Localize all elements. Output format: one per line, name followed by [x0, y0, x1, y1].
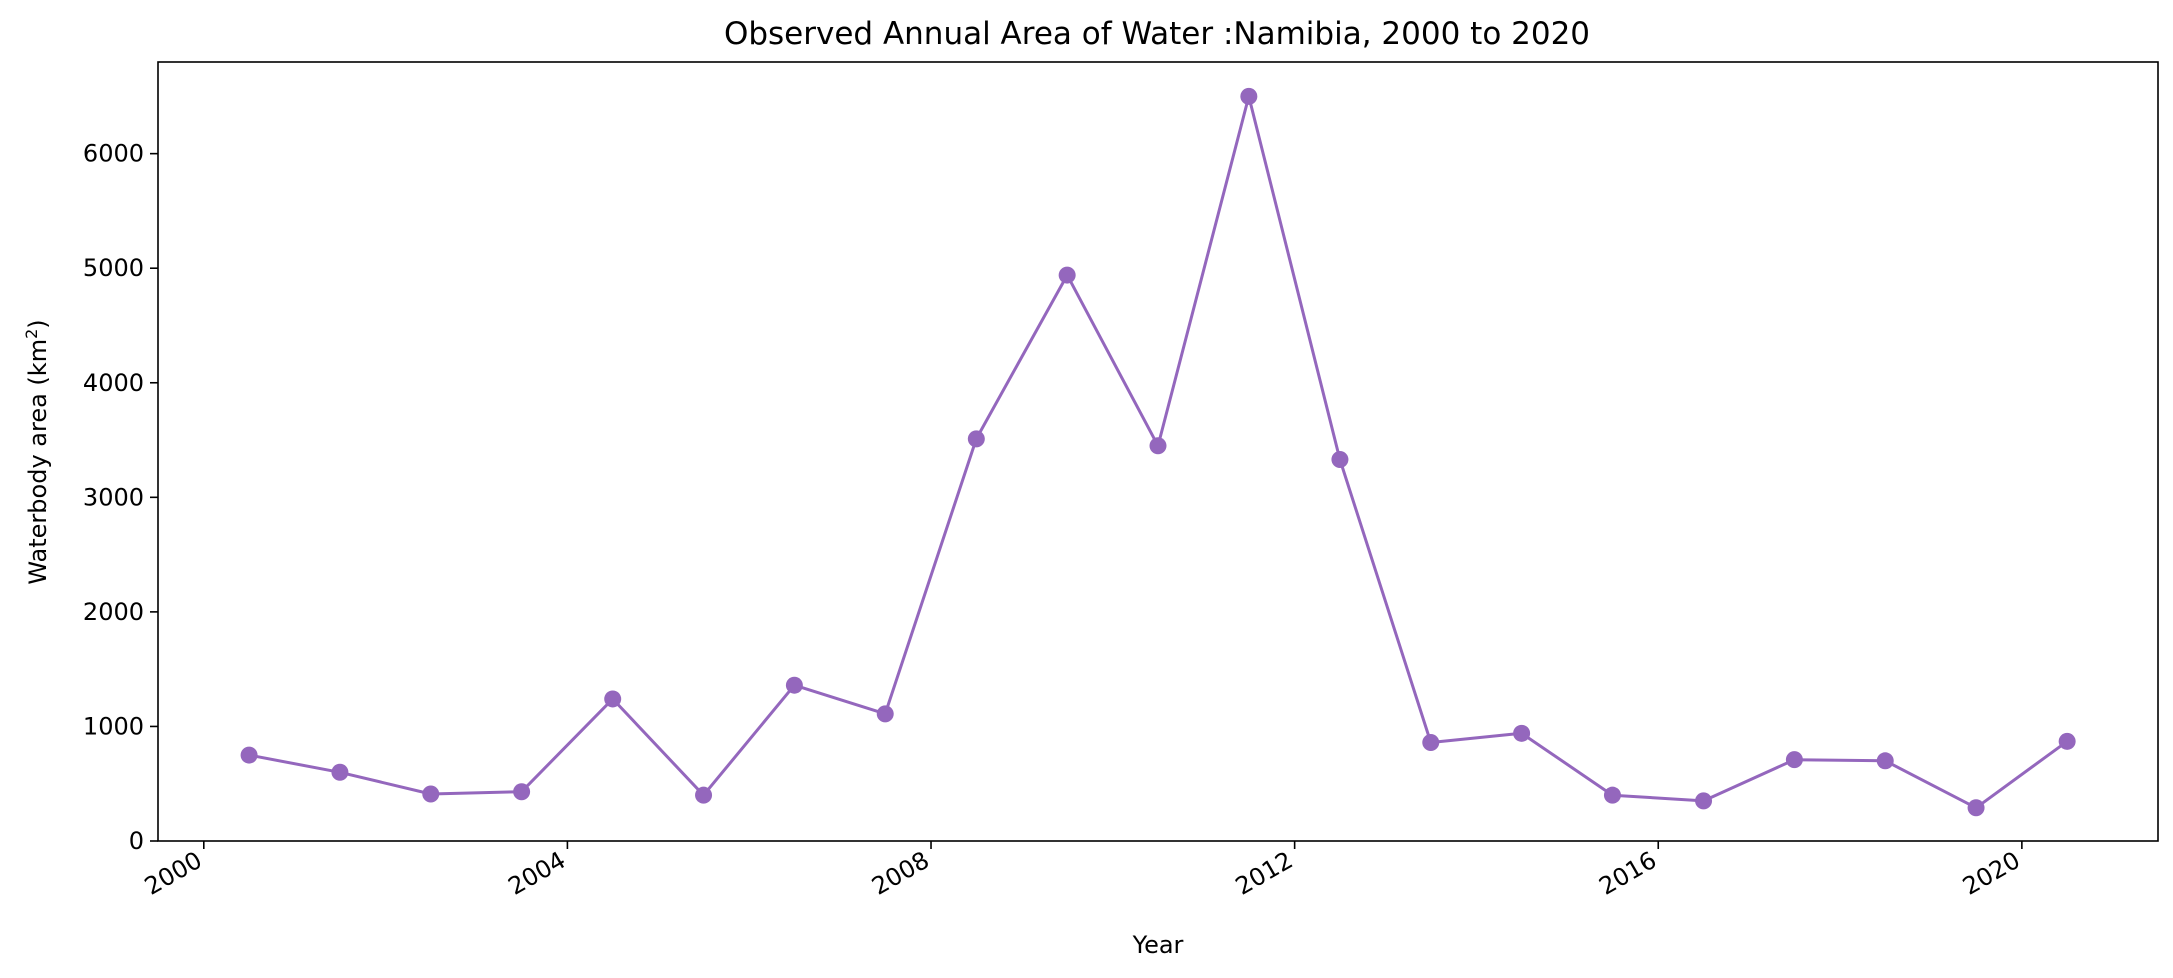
x-tick-label: 2000: [140, 846, 207, 901]
plot-frame: [157, 61, 2159, 842]
data-point: [967, 430, 985, 448]
x-tick-label: 2012: [1231, 846, 1298, 901]
y-tick-label: 5000: [83, 254, 144, 282]
y-axis: 0 1000 2000 3000 4000 5000 6000: [83, 140, 158, 855]
data-point: [1876, 752, 1894, 770]
y-tick-label: 2000: [83, 598, 144, 626]
data-point: [1513, 724, 1531, 742]
x-axis: 2000 2004 2008 2012 2016 2020: [140, 841, 2025, 901]
data-point: [1422, 733, 1440, 751]
y-tick-label: 1000: [83, 712, 144, 740]
y-tick-label: 4000: [83, 369, 144, 397]
data-point: [1603, 786, 1621, 804]
y-axis-label-superscript: 2: [22, 329, 41, 339]
y-axis-label-close: ): [24, 319, 52, 328]
y-axis-label-main: Waterbody area (km: [24, 339, 52, 585]
data-point: [695, 786, 713, 804]
y-tick-label: 0: [129, 827, 144, 855]
x-tick-label: 2004: [504, 846, 571, 901]
data-point: [513, 783, 531, 801]
data-point: [1785, 751, 1803, 769]
x-tick-label: 2016: [1594, 846, 1661, 901]
data-point: [1240, 87, 1258, 105]
data-point: [2058, 732, 2076, 750]
data-point: [876, 705, 894, 723]
data-point: [1149, 437, 1167, 455]
series-layer: [240, 87, 2076, 817]
y-tick-label: 3000: [83, 483, 144, 511]
data-point: [604, 690, 622, 708]
x-axis-label: Year: [1132, 931, 1184, 959]
y-axis-label: Waterbody area (km2): [22, 319, 53, 584]
data-point: [785, 676, 803, 694]
data-point: [1695, 792, 1713, 810]
data-point: [240, 746, 258, 764]
chart-title: Observed Annual Area of Water :Namibia, …: [724, 16, 1590, 52]
y-tick-label: 6000: [83, 140, 144, 168]
data-point: [1058, 266, 1076, 284]
x-tick-label: 2020: [1958, 846, 2025, 901]
data-point: [1331, 451, 1349, 469]
data-point: [422, 785, 440, 803]
x-tick-label: 2008: [867, 846, 934, 901]
data-point: [331, 763, 349, 781]
data-point: [1967, 799, 1985, 817]
